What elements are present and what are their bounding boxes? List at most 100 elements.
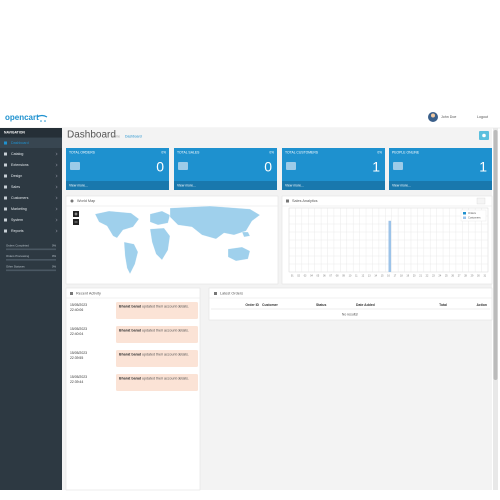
nav-item[interactable]: Design (11, 174, 22, 178)
nav-icon (4, 229, 7, 233)
logout[interactable]: Logout (477, 115, 488, 119)
latest-orders-title: Latest Orders (220, 292, 243, 296)
nav-header (0, 128, 62, 137)
nav-item[interactable]: Reports (11, 229, 24, 233)
tile-value: 0 (264, 159, 272, 175)
tile-title: TOTAL CUSTOMERS (285, 150, 319, 154)
top-bar (0, 107, 500, 128)
activity-time: 22:40:06 (70, 308, 83, 312)
logo-wheel (40, 120, 42, 122)
tile-footer (282, 181, 385, 190)
map-region[interactable] (169, 205, 261, 240)
latest-orders-icon (214, 292, 217, 295)
nav-item[interactable]: Catalog (11, 152, 23, 156)
legend-swatch (463, 212, 466, 215)
tile-link[interactable]: View more... (177, 183, 196, 187)
nav-icon (4, 196, 7, 200)
tile-icon (178, 162, 188, 170)
activity-date: 15/05/2023 (70, 327, 87, 331)
x-tick-label: 30 (477, 275, 480, 278)
range-button[interactable] (476, 197, 486, 205)
activity-text: updated their account details. (142, 304, 189, 308)
tile-percent: 0% (161, 150, 166, 154)
tile-value: 1 (479, 159, 487, 175)
x-tick-label: 04 (310, 275, 313, 278)
nav-stat-label: Other Statuses (6, 265, 25, 269)
breadcrumb-current[interactable]: Dashboard (125, 134, 142, 138)
x-tick-label: 17 (394, 275, 397, 278)
nav-item[interactable]: Sales (11, 185, 20, 189)
activity-name[interactable]: Bharat barad (119, 352, 141, 356)
breadcrumb-home[interactable]: Home (111, 134, 120, 138)
activity-name[interactable]: Bharat barad (119, 304, 141, 308)
nav-item[interactable]: Extensions (11, 163, 29, 167)
world-map-icon (70, 199, 74, 203)
nav-item[interactable]: Marketing (11, 207, 27, 211)
x-tick-label: 05 (317, 275, 320, 278)
logo-cart (36, 114, 48, 118)
activity-time: 22:39:55 (70, 356, 83, 360)
tile-value: 1 (372, 159, 380, 175)
activity-message (116, 374, 198, 391)
nav-icon (4, 185, 7, 189)
x-tick-label: 26 (451, 275, 454, 278)
activity-name[interactable]: Bharat barad (119, 376, 141, 380)
x-tick-label: 15 (381, 275, 384, 278)
map-region[interactable] (227, 246, 251, 262)
nav-caret (55, 163, 58, 167)
nav-icon (4, 218, 7, 222)
nav-item[interactable]: System (11, 218, 23, 222)
x-tick-label: 18 (400, 275, 403, 278)
bar (388, 220, 392, 272)
map-region[interactable] (94, 210, 140, 239)
recent-activity-title: Recent Activity (76, 292, 101, 296)
nav-icon (4, 207, 7, 211)
activity-name[interactable]: Bharat barad (119, 328, 141, 332)
column-header: Total (439, 303, 447, 307)
nav-stat-label: Orders Completed (6, 244, 29, 248)
x-tick-label: 08 (336, 275, 339, 278)
legend-label: Orders (468, 211, 477, 215)
x-tick-label: 07 (329, 275, 332, 278)
activity-date: 15/05/2023 (70, 375, 87, 379)
user-name[interactable]: John Doe (441, 115, 456, 119)
logo[interactable]: opencart (5, 113, 39, 122)
x-tick-label: 06 (323, 275, 326, 278)
map-region[interactable] (149, 210, 171, 226)
x-tick-label: 23 (432, 275, 435, 278)
tile-link[interactable]: View more... (285, 183, 304, 187)
map-region[interactable] (123, 241, 139, 275)
nav-item[interactable]: Customers (11, 196, 29, 200)
tile-percent: 0% (269, 150, 274, 154)
nav-caret (55, 152, 58, 156)
nav-caret (55, 174, 58, 178)
activity-time: 22:40:04 (70, 332, 83, 336)
map-region[interactable] (149, 227, 171, 261)
x-tick-label: 13 (368, 275, 371, 278)
column-header: Order ID (245, 303, 259, 307)
x-tick-label: 09 (342, 275, 345, 278)
scrollbar-thumb[interactable] (493, 130, 498, 380)
activity-message (116, 350, 198, 367)
x-tick-label: 12 (361, 275, 364, 278)
tile-link[interactable]: View more... (392, 183, 411, 187)
x-tick-label: 29 (471, 275, 474, 278)
nav-caret (55, 185, 58, 189)
map-region[interactable] (241, 231, 251, 238)
nav-item-active (0, 138, 62, 148)
tile-icon (286, 162, 296, 170)
nav-item[interactable]: Dashboard (11, 141, 29, 145)
tile-title: TOTAL ORDERS (69, 150, 96, 154)
tile-link[interactable]: View more... (69, 183, 88, 187)
activity-date: 15/05/2023 (70, 303, 87, 307)
nav-stat-value: 0% (52, 265, 57, 269)
zoom-symbols (74, 212, 78, 223)
settings-icon (482, 133, 486, 138)
x-tick-label: 10 (349, 275, 352, 278)
x-tick-label: 03 (304, 275, 307, 278)
tile-footer (66, 181, 169, 190)
tile-title: TOTAL SALES (177, 150, 200, 154)
x-tick-label: 11 (355, 275, 358, 278)
